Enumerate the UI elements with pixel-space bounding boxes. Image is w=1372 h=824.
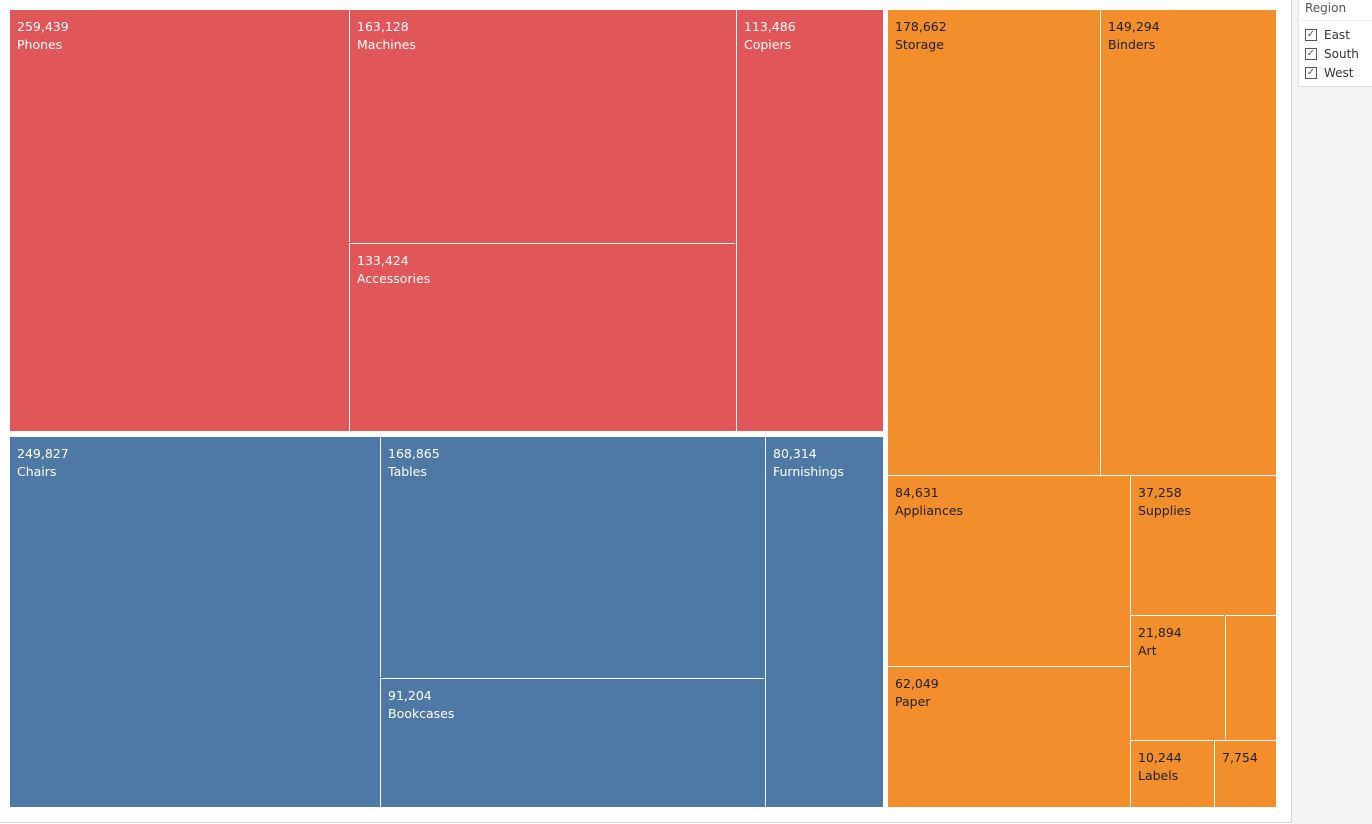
tile-label: Storage (895, 37, 944, 52)
treemap-tile-accessories[interactable]: 133,424 Accessories (349, 243, 735, 431)
filter-label-east: East (1324, 28, 1350, 42)
checkbox-west-icon[interactable]: ✓ (1305, 67, 1317, 79)
checkbox-south-icon[interactable]: ✓ (1305, 48, 1317, 60)
filter-title: Region (1305, 1, 1347, 15)
treemap-tile-paper[interactable]: 62,049 Paper (888, 666, 1129, 807)
tile-label: Machines (357, 37, 416, 52)
treemap-tile-labels[interactable]: 10,244 Labels (1130, 740, 1213, 807)
tile-label: Supplies (1138, 503, 1191, 518)
treemap-tile-furnishings[interactable]: 80,314 Furnishings (765, 437, 883, 807)
tile-value: 178,662 (895, 19, 947, 34)
tile-value: 249,827 (17, 446, 69, 461)
tile-value: 168,865 (388, 446, 440, 461)
treemap-tile-chairs[interactable]: 249,827 Chairs (10, 437, 379, 807)
treemap-tile-appliances[interactable]: 84,631 Appliances (888, 475, 1129, 665)
treemap-tile-storage[interactable]: 178,662 Storage (888, 10, 1099, 474)
tile-value: 149,294 (1108, 19, 1160, 34)
tile-label: Accessories (357, 271, 431, 286)
treemap-tile-bookcases[interactable]: 91,204 Bookcases (380, 678, 764, 807)
tile-value: 62,049 (895, 676, 939, 691)
tile-label: Furnishings (773, 464, 845, 479)
filter-label-west: West (1324, 66, 1354, 80)
tile-value: 84,631 (895, 485, 939, 500)
tile-label: Binders (1108, 37, 1156, 52)
filter-item-east[interactable]: ✓ East (1305, 27, 1350, 43)
tile-label: Labels (1138, 768, 1179, 783)
tile-value: 21,894 (1138, 625, 1182, 640)
filter-divider (1299, 20, 1372, 21)
treemap-tile-phones[interactable]: 259,439 Phones (10, 10, 348, 431)
treemap-tile[interactable]: 7,754 (1214, 740, 1276, 807)
treemap-tile[interactable] (1225, 615, 1276, 739)
filter-label-south: South (1324, 47, 1359, 61)
tile-label: Bookcases (388, 706, 455, 721)
treemap-tile-binders[interactable]: 149,294 Binders (1100, 10, 1276, 474)
treemap-tile-art[interactable]: 21,894 Art (1130, 615, 1224, 739)
tile-label: Art (1138, 643, 1157, 658)
tile-label: Paper (895, 694, 931, 709)
tile-value: 163,128 (357, 19, 409, 34)
filter-item-south[interactable]: ✓ South (1305, 46, 1359, 62)
treemap-tile-tables[interactable]: 168,865 Tables (380, 437, 764, 677)
treemap-tile-supplies[interactable]: 37,258 Supplies (1130, 475, 1276, 614)
side-panel (1292, 0, 1372, 824)
checkbox-east-icon[interactable]: ✓ (1305, 29, 1317, 41)
tile-value: 7,754 (1222, 750, 1258, 765)
tile-value: 80,314 (773, 446, 817, 461)
region-filter: Region ✓ East ✓ South ✓ West (1298, 0, 1372, 87)
filter-item-west[interactable]: ✓ West (1305, 65, 1354, 81)
treemap-tile-machines[interactable]: 163,128 Machines (349, 10, 735, 242)
tile-label: Tables (388, 464, 427, 479)
treemap-canvas: 259,439 Phones 163,128 Machines 133,424 Acces… (0, 0, 1292, 823)
tile-label: Copiers (744, 37, 792, 52)
tile-value: 133,424 (357, 253, 409, 268)
tile-label: Appliances (895, 503, 964, 518)
tile-value: 37,258 (1138, 485, 1182, 500)
tile-value: 259,439 (17, 19, 69, 34)
tile-value: 91,204 (388, 688, 432, 703)
treemap-tile-copiers[interactable]: 113,486 Copiers (736, 10, 883, 431)
tile-value: 113,486 (744, 19, 796, 34)
tile-label: Chairs (17, 464, 57, 479)
tile-value: 10,244 (1138, 750, 1182, 765)
tile-label: Phones (17, 37, 63, 52)
